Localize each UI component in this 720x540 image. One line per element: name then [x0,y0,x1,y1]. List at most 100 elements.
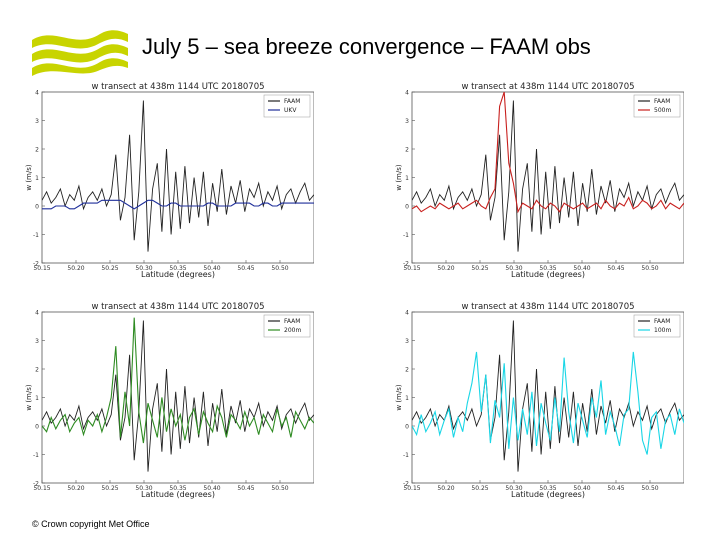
x-tick-label: 50.30 [505,265,522,272]
x-tick-label: 50.30 [135,265,152,272]
chart-title: w transect at 438m 1144 UTC 20180705 [461,82,634,92]
y-tick-label: -2 [33,261,39,268]
chart-ukv: w transect at 438m 1144 UTC 20180705 -2 -1… [25,82,314,279]
x-tick-label: 50.45 [607,265,624,272]
y-tick-label: 2 [405,147,409,154]
y-tick-label: -2 [403,261,409,268]
logo-wave-2 [32,44,128,63]
chart-title: w transect at 438m 1144 UTC 20180705 [91,82,264,92]
x-tick-label: 50.50 [271,265,288,272]
x-axis-label: Latitude (degrees) [511,490,585,499]
y-tick-label: -1 [403,452,409,459]
x-tick-label: 50.15 [403,265,420,272]
y-tick-label: 3 [405,118,409,125]
x-axis-label: Latitude (degrees) [141,490,215,499]
plot-frame [41,311,314,484]
x-tick-label: 50.45 [237,265,254,272]
x-tick-label: 50.15 [33,485,50,492]
x-tick-label: 50.40 [203,265,220,272]
x-tick-label: 50.50 [641,485,658,492]
legend-label-100m: 100m [654,327,671,334]
legend-label-faam: FAAM [284,318,300,325]
x-axis-label: Latitude (degrees) [141,270,215,279]
legend-label-faam: FAAM [654,318,670,325]
x-tick-label: 50.15 [403,485,420,492]
x-tick-label: 50.20 [437,485,454,492]
footer-copyright: © Crown copyright Met Office [32,519,150,529]
legend-label-200m: 200m [284,327,301,334]
series-line-500m [412,92,684,214]
series-line-ukv [42,199,314,210]
plot-area [42,100,314,252]
x-tick-label: 50.20 [67,485,84,492]
plot-frame [411,91,684,264]
y-tick-label: 2 [35,147,39,154]
x-tick-label: 50.15 [33,265,50,272]
x-tick-label: 50.35 [539,265,556,272]
plot-frame [411,311,684,484]
y-tick-label: -2 [403,481,409,488]
chart-title: w transect at 438m 1144 UTC 20180705 [461,302,634,312]
y-tick-label: 0 [405,204,409,211]
y-tick-label: 4 [35,310,39,317]
chart-500m: w transect at 438m 1144 UTC 20180705 -2 -1… [395,82,684,279]
y-tick-label: 4 [405,90,409,97]
series-line-100m [412,351,684,455]
y-tick-label: 4 [35,90,39,97]
slide-title: July 5 – sea breeze convergence – FAAM o… [142,34,591,59]
x-tick-label: 50.50 [271,485,288,492]
y-axis-label: w (m/s) [25,384,33,411]
plot-area [42,317,314,472]
y-tick-label: 1 [405,395,409,402]
x-tick-label: 50.25 [471,485,488,492]
series-line-200m [42,317,314,444]
logo-wave-1 [32,30,128,49]
y-tick-label: 0 [35,424,39,431]
x-tick-label: 50.20 [437,265,454,272]
legend-label-ukv: UKV [284,107,297,114]
chart-200m: w transect at 438m 1144 UTC 20180705 -2 -1… [25,302,314,499]
x-tick-label: 50.50 [641,265,658,272]
met-office-logo [32,30,128,76]
y-tick-label: -1 [403,232,409,239]
x-tick-label: 50.35 [539,485,556,492]
x-tick-label: 50.35 [169,485,186,492]
legend-label-500m: 500m [654,107,671,114]
y-tick-label: 1 [35,395,39,402]
legend-label-faam: FAAM [284,98,300,105]
y-tick-label: 0 [35,204,39,211]
x-tick-label: 50.30 [135,485,152,492]
x-axis-label: Latitude (degrees) [511,270,585,279]
x-tick-label: 50.20 [67,265,84,272]
y-tick-label: 4 [405,310,409,317]
y-tick-label: 3 [35,338,39,345]
series-line-faam [412,100,684,252]
x-tick-label: 50.45 [607,485,624,492]
y-tick-label: 3 [405,338,409,345]
y-tick-label: -1 [33,452,39,459]
logo-wave-3 [32,58,128,76]
y-tick-label: 1 [405,175,409,182]
plot-area [412,320,684,472]
x-tick-label: 50.25 [101,265,118,272]
x-tick-label: 50.40 [573,485,590,492]
y-tick-label: 3 [35,118,39,125]
plot-area [412,92,684,252]
y-axis-label: w (m/s) [25,164,33,191]
x-tick-label: 50.25 [471,265,488,272]
series-line-faam [42,100,314,252]
y-axis-label: w (m/s) [395,164,403,191]
x-tick-label: 50.30 [505,485,522,492]
y-tick-label: 2 [35,367,39,374]
legend-label-faam: FAAM [654,98,670,105]
y-tick-label: 2 [405,367,409,374]
chart-100m: w transect at 438m 1144 UTC 20180705 -2 -1… [395,302,684,499]
y-tick-label: -2 [33,481,39,488]
x-tick-label: 50.35 [169,265,186,272]
y-tick-label: -1 [33,232,39,239]
x-tick-label: 50.40 [203,485,220,492]
x-tick-label: 50.25 [101,485,118,492]
y-tick-label: 0 [405,424,409,431]
plot-frame [41,91,314,264]
y-axis-label: w (m/s) [395,384,403,411]
